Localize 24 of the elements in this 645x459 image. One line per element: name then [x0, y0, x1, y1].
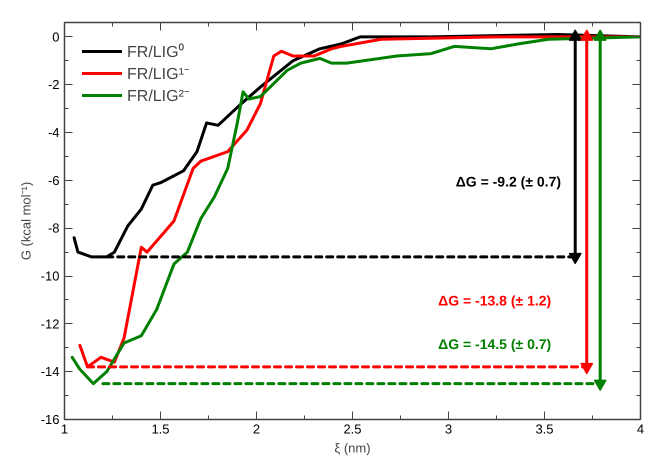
y-tick-label: -4	[48, 125, 60, 140]
y-axis-title: G (kcal mol⁻¹)	[18, 182, 34, 260]
y-tick-label: -6	[48, 172, 60, 188]
y-tick-label: -10	[40, 268, 60, 284]
x-tick-label: 2.5	[343, 422, 362, 436]
x-tick-label: 1.5	[151, 422, 170, 436]
y-tick-label: -12	[40, 316, 60, 332]
x-tick-label: 3	[444, 422, 452, 436]
x-axis-title: ξ (nm)	[334, 440, 371, 456]
annotation: ΔG = -14.5 (± 0.7)	[438, 336, 552, 352]
y-tick-label: -8	[48, 220, 60, 236]
x-tick-label: 3.5	[535, 422, 554, 436]
x-tick-label: 1	[60, 422, 68, 436]
y-tick-label: -2	[48, 77, 60, 92]
annotation: ΔG = -13.8 (± 1.2)	[438, 292, 552, 308]
annotation: ΔG = -9.2 (± 0.7)	[456, 173, 562, 190]
legend-label: FR/LIG⁰	[127, 42, 185, 62]
x-tick-label: 4	[636, 422, 644, 436]
y-tick-label: -16	[40, 412, 60, 427]
y-tick-label: 0	[52, 29, 60, 44]
y-tick-label: -14	[40, 364, 60, 380]
legend-label: FR/LIG¹⁻	[127, 65, 189, 84]
x-tick-label: 2	[252, 422, 260, 436]
legend-label: FR/LIG²⁻	[127, 87, 189, 106]
